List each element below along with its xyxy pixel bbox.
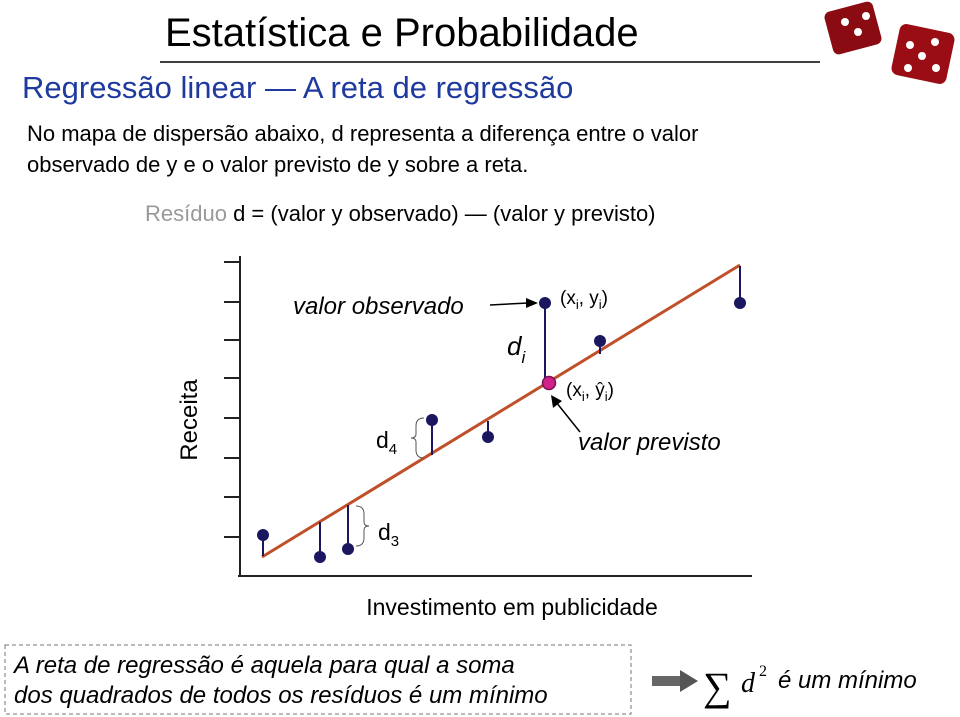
plot-frame	[224, 256, 752, 577]
t: , ŷ	[585, 380, 606, 401]
predicted-label: valor previsto	[578, 429, 721, 456]
intro-line: observado de y e o valor previsto de y s…	[27, 152, 528, 177]
dice-icon	[824, 1, 955, 84]
arrowhead	[526, 298, 538, 308]
observed-label: valor observado	[293, 293, 464, 320]
subtitle: Regressão linear — A reta de regressão	[22, 70, 573, 105]
brace	[410, 417, 425, 459]
arrowhead	[551, 395, 562, 408]
footer-conclusion: é um mínimo	[778, 667, 917, 694]
arrow	[652, 676, 680, 686]
footer-line: dos quadrados de todos os resíduos é um …	[14, 682, 548, 709]
t: i	[605, 389, 608, 404]
t: i	[582, 389, 585, 404]
footer-exponent: 2	[759, 663, 767, 680]
t: 4	[389, 441, 397, 458]
footer-d: d	[741, 668, 756, 699]
sigma: ∑	[703, 664, 732, 709]
arrowhead	[680, 670, 698, 692]
t: )	[608, 380, 614, 401]
t: (x	[560, 288, 576, 309]
d3-label: d3	[378, 519, 399, 550]
regression-line	[261, 263, 741, 559]
brace	[355, 505, 370, 547]
t: d	[376, 427, 389, 453]
arrow	[489, 302, 529, 306]
footer-box	[4, 644, 632, 715]
title: Estatística e Probabilidade	[165, 11, 639, 55]
t: d	[507, 331, 523, 361]
intro-line: No mapa de dispersão abaixo, d represent…	[27, 121, 698, 146]
formula-expression: d = (valor y observado) — (valor y previ…	[233, 201, 655, 226]
observed-point-label: (xi, yi)	[560, 288, 608, 312]
d4-label: d4	[376, 427, 397, 458]
scatter-points	[257, 297, 746, 563]
t: )	[602, 288, 608, 309]
t: i	[576, 297, 579, 312]
formula-term: Resíduo	[145, 201, 227, 226]
y-axis-label: Receita	[176, 379, 203, 461]
footer-line: A reta de regressão é aquela para qual a…	[12, 652, 515, 679]
arrow	[555, 401, 581, 433]
t: d	[378, 519, 391, 545]
t: 3	[391, 533, 399, 550]
formula: Resíduo d = (valor y observado) — (valor…	[145, 201, 656, 226]
t: (x	[566, 380, 582, 401]
di-label: di	[507, 331, 526, 367]
t: , y	[579, 288, 600, 309]
t: i	[599, 297, 602, 312]
t: i	[521, 348, 526, 367]
x-axis-label: Investimento em publicidade	[366, 594, 658, 620]
predicted-point-label: (xi, ŷi)	[566, 380, 614, 404]
